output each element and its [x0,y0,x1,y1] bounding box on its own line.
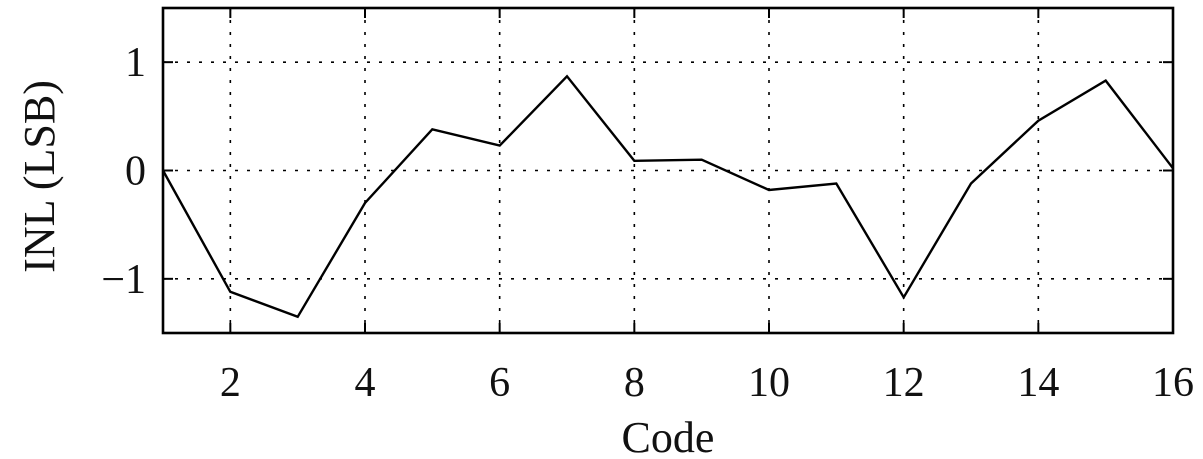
x-axis-tick-labels: 2 4 6 8 10 12 14 16 [220,360,1194,406]
x-tick-label: 2 [220,360,241,406]
y-axis-title: INL (LSB) [15,80,64,273]
x-tick-label: 12 [883,360,925,406]
tick-marks [163,8,1174,333]
x-axis-title: Code [622,413,715,459]
series-layer [161,74,1174,319]
y-tick-label: 1 [125,40,146,86]
x-tick-label: 6 [489,360,510,406]
grid [163,8,1173,333]
y-axis-tick-labels: −1 0 1 [101,40,146,303]
x-tick-label: 8 [624,360,645,406]
inl-series-line [161,74,1174,319]
x-tick-label: 14 [1017,360,1059,406]
y-tick-label: −1 [101,257,146,303]
x-tick-label: 16 [1152,360,1194,406]
x-tick-label: 4 [355,360,376,406]
x-tick-label: 10 [748,360,790,406]
y-tick-label: 0 [125,149,146,195]
